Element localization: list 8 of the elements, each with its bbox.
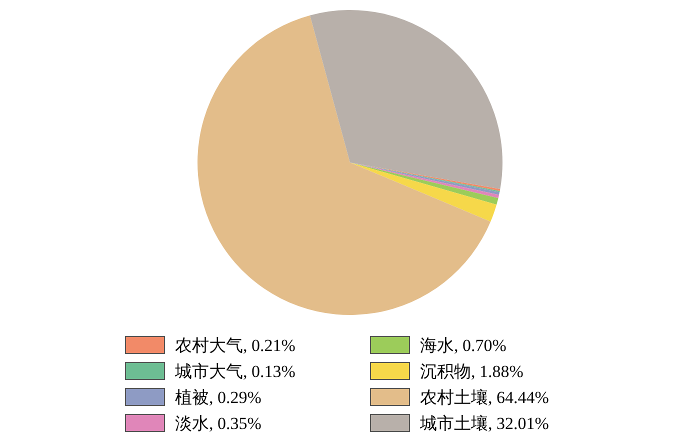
legend-label: 植被, 0.29% (175, 386, 262, 408)
legend-label: 农村土壤, 64.44% (420, 386, 549, 408)
legend-label: 农村大气, 0.21% (175, 334, 296, 356)
legend-label: 淡水, 0.35% (175, 412, 262, 434)
legend-label: 沉积物, 1.88% (420, 360, 524, 382)
legend-label: 城市土壤, 32.01% (420, 412, 549, 434)
legend-label: 海水, 0.70% (420, 334, 506, 356)
legend-label: 城市大气, 0.13% (175, 360, 296, 382)
